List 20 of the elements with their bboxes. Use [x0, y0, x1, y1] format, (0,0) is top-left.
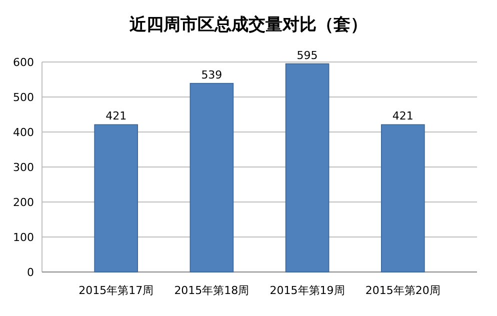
y-tick-label: 0 [27, 266, 34, 279]
y-tick-label: 600 [13, 56, 34, 69]
bar [94, 124, 138, 272]
y-tick-label: 500 [13, 90, 34, 104]
bar [190, 82, 234, 272]
y-tick-label: 400 [13, 126, 34, 139]
data-label: 421 [106, 110, 127, 123]
data-label: 539 [201, 68, 222, 82]
x-tick-label: 2015年第17周 [78, 284, 154, 297]
y-tick-label: 300 [13, 160, 34, 174]
chart-title: 近四周市区总成交量对比（套） [128, 15, 368, 35]
bar [380, 124, 425, 272]
x-tick-label: 2015年第18周 [174, 284, 250, 297]
y-tick-label: 200 [13, 196, 34, 209]
bar [285, 63, 330, 272]
x-tick-label: 2015年第20周 [365, 284, 440, 297]
y-tick-label: 100 [13, 230, 34, 244]
data-label: 421 [392, 110, 414, 123]
x-tick-label: 2015年第19周 [270, 284, 345, 297]
data-label: 595 [296, 48, 318, 62]
